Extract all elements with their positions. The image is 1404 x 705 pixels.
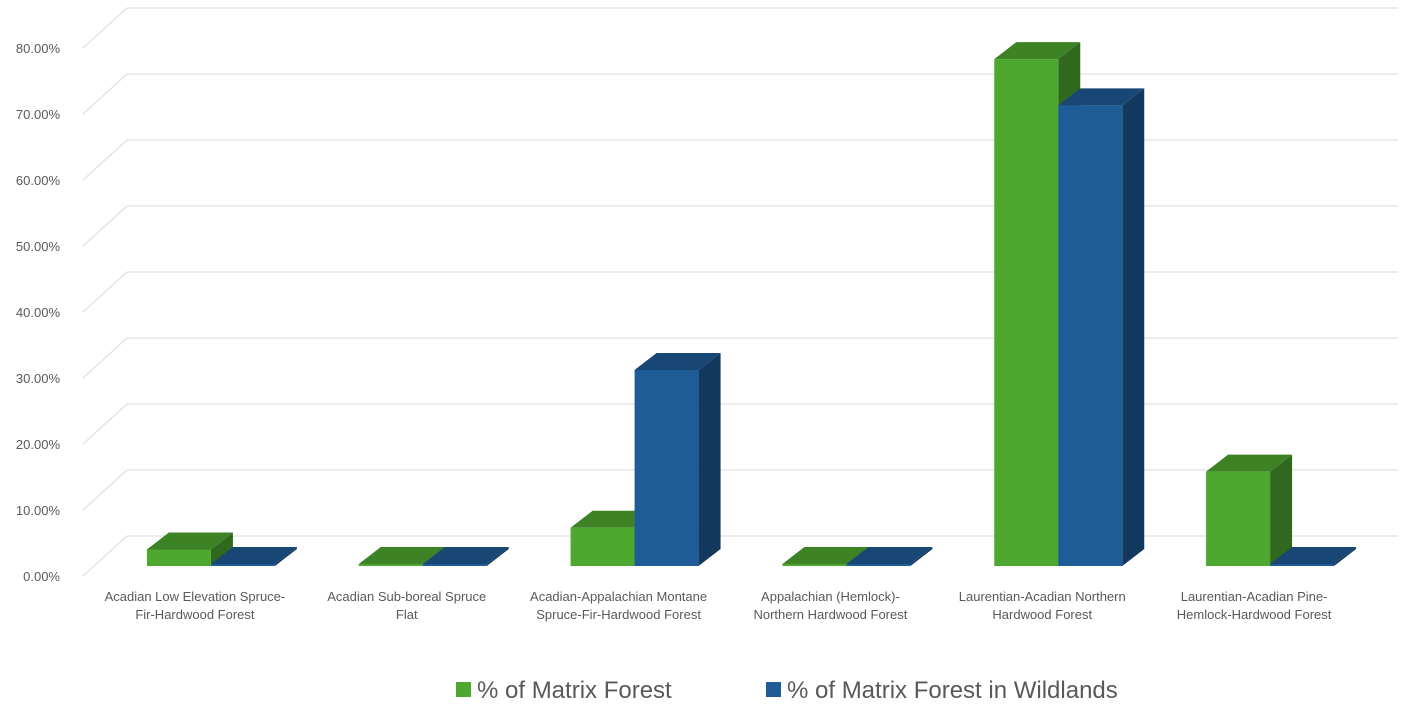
x-category-label: Hemlock-Hardwood Forest — [1177, 607, 1332, 622]
x-category-label: Spruce-Fir-Hardwood Forest — [536, 607, 701, 622]
y-axis-ticks: 0.00% 10.00% 20.00% 30.00% 40.00% 50.00% 60.00… — [16, 41, 61, 584]
bar-matrix-forest-wildlands — [210, 547, 297, 566]
gridline — [82, 205, 1398, 247]
bar-side — [486, 547, 509, 566]
y-tick-label: 30.00% — [16, 371, 61, 386]
bar-matrix-forest-wildlands — [422, 547, 509, 566]
gridline — [82, 271, 1398, 313]
bar-top — [1206, 454, 1293, 472]
y-tick-label: 80.00% — [16, 41, 61, 56]
bar-front — [994, 59, 1059, 567]
x-category-label: Laurentian-Acadian Pine- — [1181, 589, 1328, 604]
bar-top — [146, 532, 233, 550]
bar-front — [1058, 105, 1123, 566]
bar-side — [274, 547, 297, 566]
bar-side — [698, 352, 721, 566]
bar-matrix-forest-wildlands — [1270, 547, 1357, 566]
bar-side — [1270, 454, 1293, 566]
y-tick-label: 60.00% — [16, 173, 61, 188]
legend: % of Matrix Forest % of Matrix Forest in … — [456, 677, 1118, 704]
x-category-label: Flat — [396, 607, 418, 622]
x-category-label: Fir-Hardwood Forest — [135, 607, 255, 622]
bar-side — [1334, 547, 1357, 566]
bar-top — [422, 547, 509, 564]
gridline — [82, 403, 1398, 445]
y-tick-label: 0.00% — [23, 569, 60, 584]
bar-top — [782, 547, 869, 564]
bar-top — [358, 547, 445, 564]
gridline — [82, 7, 1398, 49]
bars — [146, 42, 1357, 567]
bar-matrix-forest — [1206, 454, 1293, 566]
bar-front — [422, 564, 487, 566]
bar-front — [1270, 564, 1335, 566]
gridline — [82, 469, 1398, 511]
bar-front — [634, 369, 699, 566]
x-axis-categories: Acadian Low Elevation Spruce- Fir-Hardwoo… — [105, 589, 1332, 622]
x-category-label: Appalachian (Hemlock)- — [761, 589, 900, 604]
bar-side — [210, 532, 233, 566]
x-category-label: Acadian-Appalachian Montane — [530, 589, 707, 604]
legend-swatch — [766, 682, 781, 697]
bar-matrix-forest-wildlands — [846, 547, 933, 566]
x-category-label: Hardwood Forest — [992, 607, 1092, 622]
y-tick-label: 70.00% — [16, 107, 61, 122]
bar-front — [146, 549, 211, 566]
y-tick-label: 20.00% — [16, 437, 61, 452]
gridline — [82, 535, 1398, 577]
gridlines — [82, 7, 1398, 577]
y-tick-label: 10.00% — [16, 503, 61, 518]
bar-side — [1122, 88, 1145, 566]
bar-front — [782, 564, 847, 566]
bar-front — [210, 564, 275, 566]
gridline — [82, 337, 1398, 379]
x-category-label: Acadian Low Elevation Spruce- — [105, 589, 286, 604]
x-category-label: Northern Hardwood Forest — [753, 607, 907, 622]
bar-matrix-forest — [146, 532, 233, 566]
bar-front — [1206, 471, 1271, 566]
bar-top — [210, 547, 297, 564]
x-category-label: Acadian Sub-boreal Spruce — [327, 589, 486, 604]
legend-label: % of Matrix Forest — [477, 677, 672, 704]
bar-side — [910, 547, 933, 566]
bar-top — [1270, 547, 1357, 564]
bar-top — [634, 352, 721, 370]
bar-top — [1058, 88, 1145, 106]
y-tick-label: 50.00% — [16, 239, 61, 254]
bar-top — [846, 547, 933, 564]
x-category-label: Laurentian-Acadian Northern — [959, 589, 1126, 604]
y-tick-label: 40.00% — [16, 305, 61, 320]
gridline — [82, 73, 1398, 115]
legend-swatch — [456, 682, 471, 697]
bar-front — [570, 527, 635, 566]
bar-matrix-forest-wildlands — [634, 352, 721, 566]
bar-front — [358, 564, 423, 566]
legend-label: % of Matrix Forest in Wildlands — [787, 677, 1118, 704]
gridline — [82, 139, 1398, 181]
bar-front — [846, 564, 911, 566]
bar-top — [994, 42, 1081, 60]
bar-matrix-forest-wildlands — [1058, 88, 1145, 566]
